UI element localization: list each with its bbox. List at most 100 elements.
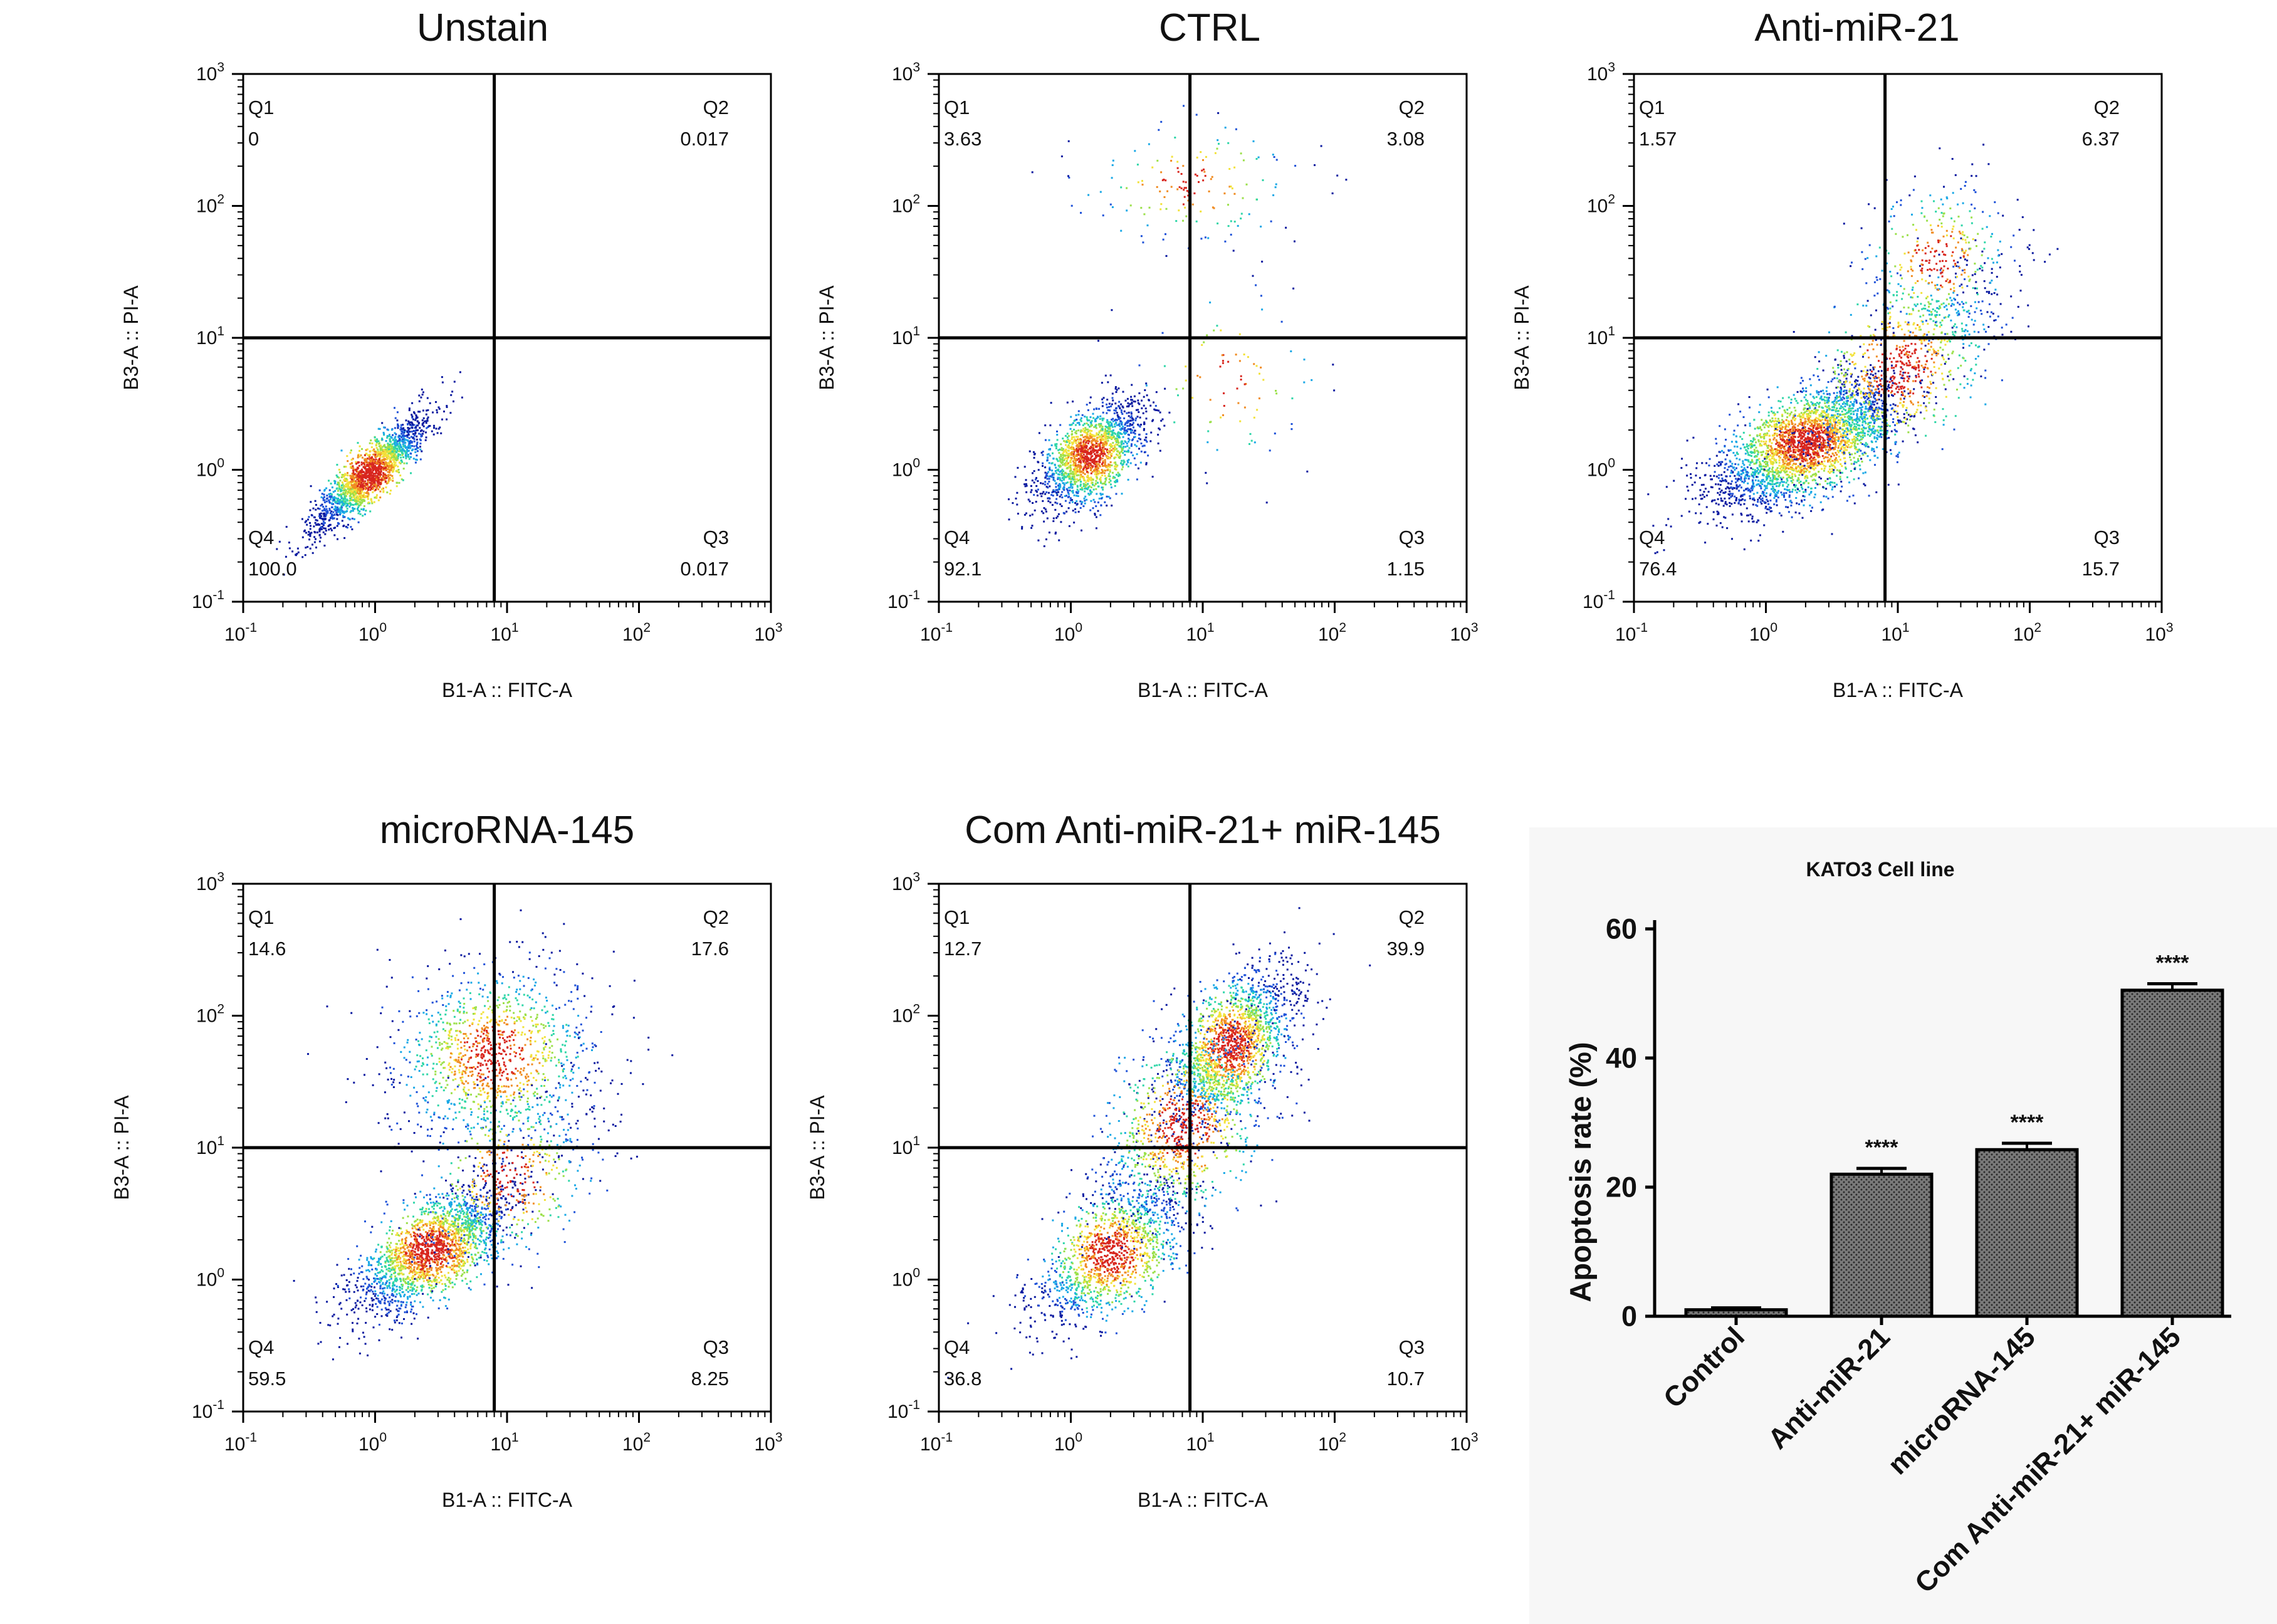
- scatter-point: [328, 508, 331, 510]
- scatter-point: [1160, 203, 1163, 206]
- scatter-point: [1055, 516, 1058, 519]
- scatter-point: [1021, 527, 1023, 530]
- scatter-point: [1763, 524, 1766, 526]
- scatter-point: [357, 475, 359, 478]
- scatter-point: [1090, 425, 1092, 427]
- scatter-point: [1090, 434, 1092, 436]
- scatter-point: [389, 458, 391, 461]
- scatter-point: [1336, 174, 1339, 177]
- scatter-point: [1102, 411, 1104, 414]
- scatter-point: [1051, 462, 1054, 464]
- scatter-point: [1077, 410, 1080, 412]
- scatter-point: [1868, 376, 1870, 379]
- scatter-point: [1719, 464, 1722, 466]
- scatter-point: [1025, 485, 1028, 487]
- scatter-point: [394, 407, 395, 409]
- scatter-point: [1089, 426, 1091, 428]
- scatter-point: [1831, 422, 1833, 425]
- scatter-point: [1876, 402, 1878, 405]
- scatter-point: [1084, 495, 1087, 498]
- scatter-point: [1791, 491, 1793, 493]
- scatter-point: [1074, 462, 1077, 464]
- scatter-point: [359, 473, 362, 476]
- scatter-point: [388, 461, 390, 464]
- scatter-point: [374, 473, 377, 475]
- scatter-point: [381, 453, 384, 455]
- scatter-point: [351, 528, 353, 530]
- scatter-point: [1724, 497, 1726, 500]
- scatter-point: [1789, 491, 1791, 493]
- scatter-point: [371, 483, 373, 485]
- scatter-point: [325, 510, 328, 513]
- scatter-point: [400, 459, 403, 461]
- scatter-point: [1098, 470, 1101, 473]
- scatter-point: [1778, 484, 1781, 486]
- scatter-point: [318, 530, 321, 533]
- scatter-point: [1092, 483, 1094, 486]
- scatter-point: [407, 429, 410, 431]
- scatter-point: [399, 435, 402, 437]
- scatter-point: [1102, 449, 1104, 452]
- scatter-point: [1089, 490, 1092, 493]
- scatter-point: [358, 493, 360, 495]
- scatter-point: [1145, 382, 1148, 385]
- scatter-point: [1104, 481, 1106, 483]
- scatter-point: [1071, 451, 1073, 453]
- scatter-point: [1077, 490, 1080, 493]
- scatter-point: [350, 504, 352, 506]
- scatter-point: [1082, 427, 1085, 430]
- scatter-point: [1130, 429, 1132, 432]
- scatter-point: [1106, 451, 1109, 454]
- scatter-point: [1126, 397, 1129, 400]
- scatter-point: [1063, 484, 1065, 486]
- scatter-point: [1105, 464, 1107, 467]
- scatter-point: [1178, 186, 1181, 189]
- scatter-point: [1191, 203, 1194, 206]
- scatter-point: [1055, 443, 1058, 445]
- scatter-point: [373, 453, 375, 456]
- scatter-point: [377, 482, 379, 485]
- scatter-point: [394, 436, 397, 438]
- scatter-point: [347, 493, 348, 495]
- scatter-point: [1091, 478, 1093, 480]
- scatter-point: [1124, 446, 1127, 448]
- scatter-point: [325, 514, 327, 516]
- scatter-point: [371, 442, 374, 444]
- scatter-point: [1095, 505, 1097, 508]
- scatter-point: [378, 459, 380, 461]
- scatter-point: [359, 486, 362, 488]
- scatter-point: [1331, 192, 1334, 194]
- scatter-point: [1743, 548, 1746, 550]
- scatter-point: [1124, 422, 1127, 424]
- scatter-point: [1175, 388, 1178, 390]
- scatter-point: [1067, 435, 1070, 437]
- scatter-point: [1086, 433, 1089, 436]
- scatter-point: [362, 483, 364, 485]
- scatter-point: [1182, 387, 1185, 390]
- scatter-point: [1075, 442, 1077, 444]
- scatter-point: [1137, 181, 1139, 184]
- scatter-point: [1819, 435, 1821, 437]
- scatter-point: [382, 453, 385, 455]
- scatter-point: [1067, 439, 1069, 442]
- scatter-point: [420, 435, 422, 437]
- scatter-point: [407, 434, 410, 436]
- scatter-point: [1087, 480, 1090, 483]
- scatter-point: [1087, 439, 1090, 441]
- scatter-point: [1062, 437, 1064, 440]
- scatter-point: [1076, 464, 1079, 467]
- scatter-point: [1892, 395, 1894, 397]
- scatter-point: [1776, 504, 1778, 506]
- scatter-point: [402, 479, 404, 481]
- scatter-point: [1187, 194, 1190, 197]
- scatter-point: [1887, 385, 1890, 388]
- scatter-point: [1069, 475, 1071, 478]
- scatter-point: [1070, 490, 1073, 493]
- scatter-point: [1766, 425, 1769, 427]
- scatter-point: [407, 432, 410, 435]
- scatter-point: [1025, 491, 1028, 493]
- scatter-point: [370, 466, 373, 468]
- scatter-point: [1130, 399, 1133, 401]
